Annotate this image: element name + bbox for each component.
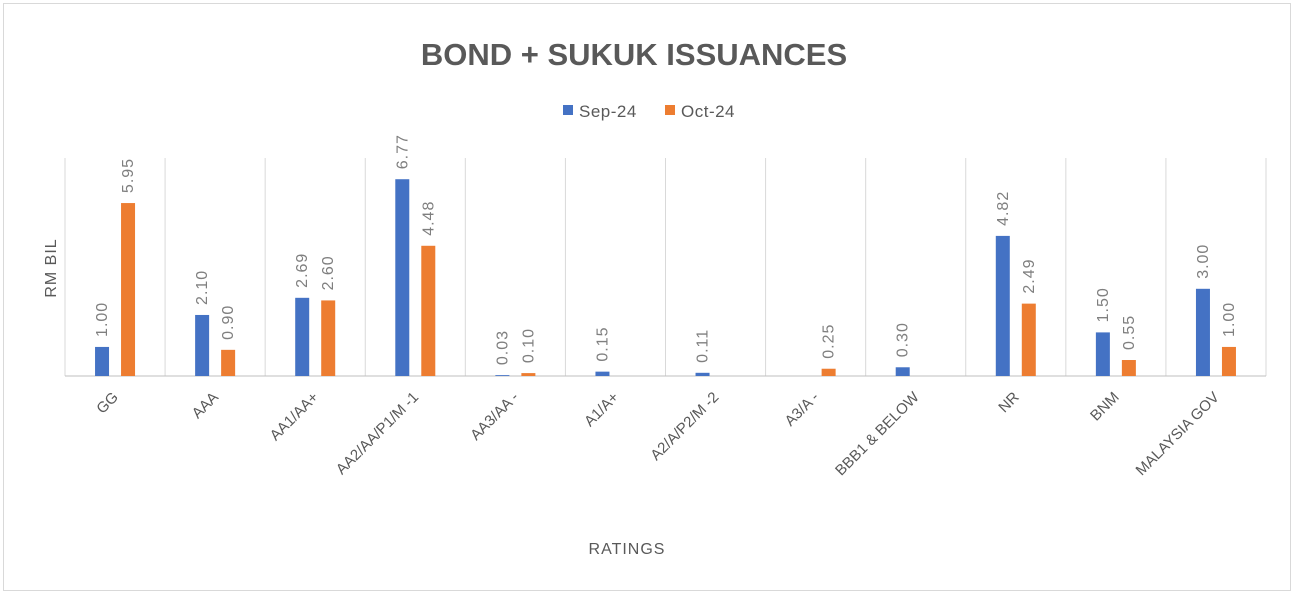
- x-tick-label: AAA: [189, 389, 222, 422]
- data-label: 0.03: [494, 330, 511, 365]
- data-label: 1.00: [94, 302, 111, 337]
- bar-sep-24: [995, 235, 1010, 376]
- legend-swatch-sep-24: [563, 105, 573, 115]
- bar-sep-24: [95, 346, 110, 376]
- data-label: 0.55: [1121, 315, 1138, 350]
- bar-oct-24: [421, 245, 436, 376]
- bar-oct-24: [1221, 346, 1236, 376]
- x-tick-label: A3/A -: [782, 389, 823, 430]
- chart-title: BOND + SUKUK ISSUANCES: [421, 37, 847, 72]
- data-label: 0.15: [594, 326, 611, 361]
- data-label: 0.90: [220, 305, 237, 340]
- x-tick-label: BNM: [1087, 389, 1123, 425]
- legend-label-sep-24: Sep-24: [579, 102, 637, 121]
- bar-sep-24: [195, 314, 210, 376]
- x-tick-label: AA2/AA/P1/M -1: [333, 389, 422, 478]
- data-label: 0.10: [520, 328, 537, 363]
- bar-oct-24: [1121, 360, 1136, 376]
- data-label: 2.69: [294, 253, 311, 288]
- bar-oct-24: [121, 203, 136, 376]
- data-label: 1.00: [1221, 302, 1238, 337]
- bar-sep-24: [1095, 332, 1110, 376]
- data-label: 0.30: [895, 322, 912, 357]
- data-label: 2.49: [1021, 258, 1038, 293]
- bar-sep-24: [395, 179, 410, 376]
- data-label: 3.00: [1195, 244, 1212, 279]
- x-tick-label: A2/A/P2/M -2: [647, 389, 722, 464]
- data-label: 2.10: [194, 270, 211, 305]
- bar-sep-24: [595, 371, 610, 376]
- chart-frame: [3, 3, 1291, 591]
- x-axis-title: RATINGS: [589, 541, 666, 558]
- x-tick-label: AA3/AA -: [467, 389, 522, 444]
- x-tick-label: MALAYSIA GOV: [1133, 389, 1223, 479]
- x-tick-label: A1/A+: [581, 389, 622, 430]
- bar-sep-24: [695, 372, 710, 376]
- bar-sep-24: [295, 297, 310, 376]
- bar-sep-24: [1195, 288, 1210, 376]
- bar-sep-24: [495, 375, 510, 376]
- data-label: 0.25: [821, 324, 838, 359]
- data-label: 4.48: [420, 201, 437, 236]
- data-label: 1.50: [1095, 287, 1112, 322]
- bar-sep-24: [895, 367, 910, 376]
- data-label: 6.77: [394, 134, 411, 169]
- bar-oct-24: [521, 373, 536, 376]
- x-tick-label: AA1/AA+: [267, 389, 323, 445]
- data-label: 0.11: [695, 329, 712, 363]
- legend: Sep-24 Oct-24: [563, 102, 735, 121]
- legend-swatch-oct-24: [665, 105, 675, 115]
- data-label: 4.82: [995, 191, 1012, 226]
- bar-oct-24: [821, 368, 836, 376]
- legend-label-oct-24: Oct-24: [681, 102, 735, 121]
- x-tick-label: GG: [93, 389, 122, 418]
- bar-oct-24: [321, 300, 336, 376]
- x-tick-label: NR: [995, 389, 1022, 416]
- x-tick-label: BBB1 & BELOW: [832, 388, 923, 479]
- y-axis-title: RM BIL: [43, 238, 60, 297]
- plot-area: 1.00 5.95 GG 2.10 0.90 AAA 2.69 2.60 AA1/AA+ 6.77…: [64, 134, 1267, 479]
- bar-oct-24: [221, 349, 236, 376]
- data-label: 2.60: [320, 255, 337, 290]
- data-label: 5.95: [120, 158, 137, 193]
- bar-oct-24: [1021, 303, 1036, 376]
